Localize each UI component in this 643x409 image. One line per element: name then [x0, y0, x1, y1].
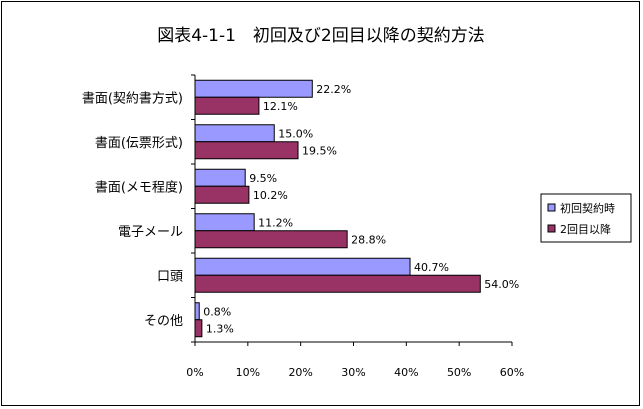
data-label: 28.8% — [351, 233, 386, 246]
legend-label: 2回目以降 — [560, 222, 611, 236]
bar — [194, 79, 313, 98]
legend-label: 初回契約時 — [560, 201, 615, 215]
category-label: その他 — [144, 314, 183, 329]
data-label: 9.5% — [249, 172, 277, 185]
data-label: 19.5% — [302, 144, 337, 157]
bar — [194, 185, 250, 204]
data-label: 10.2% — [253, 189, 288, 202]
bar — [194, 213, 255, 232]
x-tick-label: 0% — [186, 366, 203, 379]
bar — [194, 274, 481, 293]
x-tick-label: 10% — [236, 366, 260, 379]
bar — [194, 96, 260, 115]
legend-swatch — [547, 224, 556, 233]
data-label: 0.8% — [203, 305, 231, 318]
category-label: 書面(メモ程度) — [95, 179, 183, 195]
x-tick-label: 30% — [341, 366, 365, 379]
x-tick-label: 40% — [394, 366, 418, 379]
category-label: 口頭 — [157, 269, 183, 284]
data-label: 22.2% — [316, 83, 351, 96]
legend-box — [540, 193, 632, 243]
data-label: 54.0% — [484, 278, 519, 291]
data-label: 12.1% — [263, 100, 298, 113]
legend-swatch — [547, 203, 556, 212]
legend: 初回契約時 2回目以降 — [540, 193, 632, 243]
bar — [194, 319, 203, 338]
chart-title: 図表4-1-1 初回及び2回目以降の契約方法 — [157, 26, 485, 46]
data-label: 40.7% — [414, 261, 449, 274]
x-tick-label: 20% — [288, 366, 312, 379]
category-label: 書面(伝票形式) — [95, 136, 183, 151]
bar — [194, 257, 411, 276]
bars-group: 22.2% 12.1% 15.0% 19.5% 9.5% 10.2% 11.2% 28.8% 4… — [194, 79, 519, 338]
bar — [194, 302, 200, 321]
bar — [194, 124, 275, 143]
category-label: 書面(契約書方式) — [82, 90, 183, 106]
x-tick-label: 50% — [447, 366, 471, 379]
bar — [194, 230, 348, 249]
data-label: 15.0% — [278, 127, 313, 140]
bar — [194, 141, 299, 160]
x-tick-label: 60% — [500, 366, 524, 379]
bar — [194, 168, 246, 187]
data-label: 11.2% — [258, 216, 293, 229]
data-label: 1.3% — [206, 322, 234, 335]
category-label: 電子メール — [118, 225, 183, 240]
